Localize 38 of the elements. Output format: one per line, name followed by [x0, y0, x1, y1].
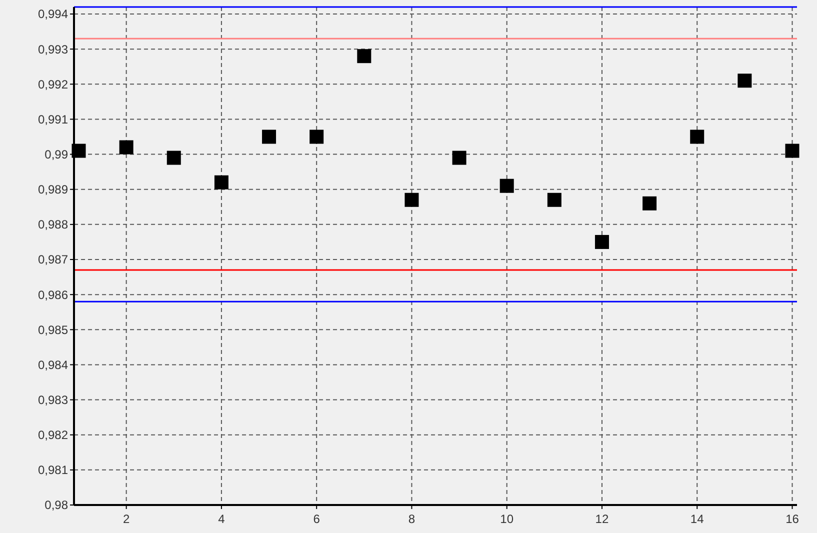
x-tick-label: 2: [122, 512, 130, 526]
point: [404, 192, 419, 207]
y-tick-label: 0,984: [38, 358, 68, 372]
y-tick-label: 0,983: [38, 392, 68, 407]
point: [547, 192, 562, 207]
point: [452, 150, 466, 165]
x-tick-label: 12: [595, 512, 609, 526]
y-tick-label: 0,991: [38, 112, 68, 126]
point: [690, 130, 704, 144]
x-tick-label: 16: [786, 512, 800, 526]
point: [119, 140, 134, 154]
y-tick-label: 0,981: [38, 463, 68, 478]
point: [214, 175, 228, 190]
x-tick-label: 8: [408, 512, 416, 526]
point: [642, 196, 657, 210]
y-tick-label: 0,994: [38, 7, 68, 22]
point: [166, 150, 181, 165]
y-tick-label: 0,985: [38, 322, 68, 337]
x-tick-label: 10: [500, 512, 514, 526]
y-tick-label: 0,993: [38, 42, 68, 56]
y-tick-label: 0,987: [38, 252, 68, 267]
y-tick-label: 0,986: [38, 288, 68, 302]
x-tick-label: 6: [313, 512, 320, 526]
point: [500, 178, 514, 193]
y-tick-label: 0,992: [38, 77, 68, 92]
point: [738, 74, 752, 88]
x-tick-label: 4: [218, 512, 226, 526]
point: [357, 49, 372, 64]
y-tick-label: 0,989: [38, 182, 68, 197]
x-tick-label: 14: [690, 512, 704, 526]
point: [262, 130, 276, 144]
point: [310, 130, 324, 144]
point: [594, 234, 609, 249]
y-tick-label: 0,988: [38, 218, 68, 232]
point: [785, 144, 800, 158]
y-tick-label: 0,98: [44, 498, 68, 512]
y-tick-label: 0,99: [44, 147, 68, 162]
y-tick-label: 0,982: [38, 428, 68, 442]
